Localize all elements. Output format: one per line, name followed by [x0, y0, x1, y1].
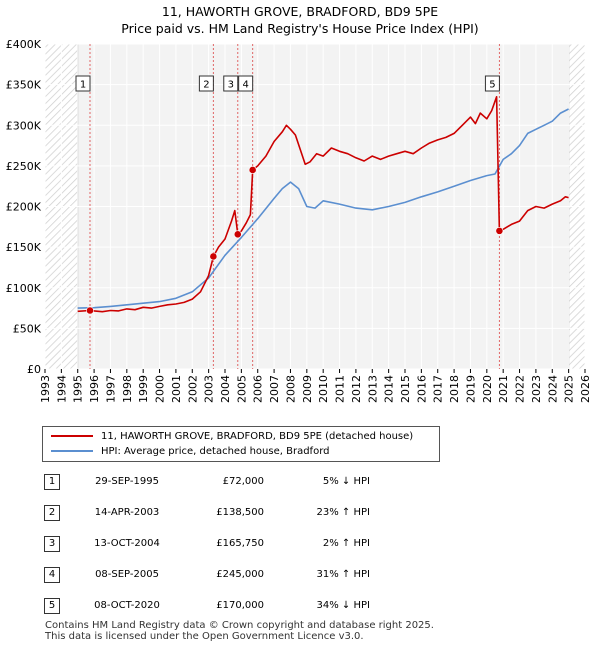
- sale-point: [233, 230, 242, 239]
- sale-row: 4 08-SEP-2005 £245,000 31% ↑ HPI: [0, 567, 600, 585]
- sale-label-number: 5: [489, 80, 495, 91]
- x-tick-label: 2009: [301, 375, 314, 403]
- sale-point: [209, 252, 218, 261]
- x-tick-label: 2005: [235, 375, 248, 403]
- sale-row: 2 14-APR-2003 £138,500 23% ↑ HPI: [0, 505, 600, 523]
- x-tick-label: 2000: [154, 375, 167, 403]
- sale-label-box: [223, 75, 239, 92]
- sale-label-number: 3: [228, 80, 234, 91]
- y-tick-label: £350K: [6, 79, 42, 92]
- title-line-2: Price paid vs. HM Land Registry's House …: [121, 21, 479, 36]
- x-tick-label: 2020: [481, 375, 494, 403]
- y-tick-label: £400K: [6, 38, 42, 51]
- sale-point: [495, 226, 504, 235]
- sale-label-box: [238, 75, 254, 92]
- x-tick-label: 1995: [72, 375, 85, 403]
- sale-number: 5: [44, 598, 60, 614]
- x-tick-label: 1996: [88, 375, 101, 403]
- y-tick-label: £250K: [6, 160, 42, 173]
- x-tick-label: 1999: [137, 375, 150, 403]
- x-tick-label: 2006: [252, 375, 265, 403]
- x-tick-label: 2026: [579, 375, 592, 403]
- sale-label-number: 2: [203, 80, 209, 91]
- sale-hpi-change: 23% ↑ HPI: [316, 507, 370, 518]
- sale-hpi-change: 34% ↓ HPI: [316, 600, 370, 611]
- sale-date: 29-SEP-1995: [95, 476, 159, 487]
- sale-price: £138,500: [216, 507, 264, 518]
- series-line-property: [77, 96, 569, 313]
- x-tick-label: 2004: [219, 375, 232, 403]
- x-tick-label: 2007: [268, 375, 281, 403]
- chart-title: 11, HAWORTH GROVE, BRADFORD, BD9 5PE Pri…: [0, 3, 600, 37]
- y-tick-label: £300K: [6, 119, 42, 132]
- x-tick-label: 2013: [366, 375, 379, 403]
- x-tick-label: 2015: [399, 375, 412, 403]
- x-tick-label: 1997: [104, 375, 117, 403]
- x-tick-label: 2002: [186, 375, 199, 403]
- legend-item-hpi: HPI: Average price, detached house, Brad…: [51, 445, 329, 459]
- x-tick-label: 1994: [55, 375, 68, 403]
- legend-swatch-property: [51, 435, 93, 437]
- x-tick-label: 2008: [284, 375, 297, 403]
- footer-line-2: This data is licensed under the Open Gov…: [45, 631, 364, 642]
- y-tick-label: £150K: [6, 241, 42, 254]
- x-tick-label: 2016: [415, 375, 428, 403]
- legend-label-hpi: HPI: Average price, detached house, Brad…: [101, 446, 330, 457]
- sale-label-box: [75, 75, 91, 92]
- x-tick-label: 2001: [170, 375, 183, 403]
- sale-number: 2: [44, 505, 60, 521]
- sale-date: 13-OCT-2004: [94, 538, 160, 549]
- sale-point: [86, 306, 94, 315]
- sale-price: £245,000: [216, 569, 264, 580]
- sale-hpi-change: 31% ↑ HPI: [316, 569, 370, 580]
- sale-label-box: [484, 75, 500, 92]
- legend-label-property: 11, HAWORTH GROVE, BRADFORD, BD9 5PE (de…: [101, 431, 414, 442]
- x-tick-label: 2021: [497, 375, 510, 403]
- sale-date: 08-OCT-2020: [94, 600, 160, 611]
- sale-row: 1 29-SEP-1995 £72,000 5% ↓ HPI: [0, 474, 600, 492]
- x-tick-label: 2019: [464, 375, 477, 403]
- series-line-hpi: [77, 108, 569, 309]
- x-tick-label: 2023: [530, 375, 543, 403]
- x-tick-label: 2022: [514, 375, 527, 403]
- sale-number: 3: [44, 536, 60, 552]
- x-tick-label: 2024: [546, 375, 559, 403]
- x-tick-label: 2012: [350, 375, 363, 403]
- x-tick-label: 2017: [432, 375, 445, 403]
- x-tick-label: 2010: [317, 375, 330, 403]
- footer-line-1: Contains HM Land Registry data © Crown c…: [45, 620, 434, 631]
- y-tick-label: £100K: [6, 282, 42, 295]
- sale-row: 5 08-OCT-2020 £170,000 34% ↓ HPI: [0, 598, 600, 616]
- footer-notice: Contains HM Land Registry data © Crown c…: [45, 620, 434, 642]
- sale-number: 1: [44, 474, 60, 490]
- y-tick-label: £200K: [6, 201, 42, 214]
- title-line-1: 11, HAWORTH GROVE, BRADFORD, BD9 5PE: [161, 4, 439, 19]
- sale-hpi-change: 2% ↑ HPI: [322, 538, 370, 549]
- sale-price: £165,750: [216, 538, 264, 549]
- sale-label-box: [198, 75, 214, 92]
- chart-legend: 11, HAWORTH GROVE, BRADFORD, BD9 5PE (de…: [42, 426, 440, 462]
- sale-label-number: 1: [80, 80, 86, 91]
- x-tick-label: 2025: [563, 375, 576, 403]
- sale-date: 14-APR-2003: [94, 507, 160, 518]
- sale-date: 08-SEP-2005: [95, 569, 159, 580]
- legend-swatch-hpi: [51, 450, 93, 452]
- y-tick-label: £0: [27, 363, 41, 376]
- legend-item-property: 11, HAWORTH GROVE, BRADFORD, BD9 5PE (de…: [51, 430, 413, 444]
- sale-price: £170,000: [216, 600, 264, 611]
- x-tick-label: 1993: [39, 375, 52, 403]
- x-tick-label: 2014: [383, 375, 396, 403]
- sale-number: 4: [44, 567, 60, 583]
- y-tick-label: £50K: [13, 322, 42, 335]
- sale-hpi-change: 5% ↓ HPI: [322, 476, 370, 487]
- sale-row: 3 13-OCT-2004 £165,750 2% ↑ HPI: [0, 536, 600, 554]
- x-tick-label: 2011: [334, 375, 347, 403]
- x-tick-label: 1998: [121, 375, 134, 403]
- x-tick-label: 2003: [203, 375, 216, 403]
- sale-price: £72,000: [222, 476, 264, 487]
- sale-label-number: 4: [242, 80, 248, 91]
- sale-point: [248, 166, 257, 174]
- x-tick-label: 2018: [448, 375, 461, 403]
